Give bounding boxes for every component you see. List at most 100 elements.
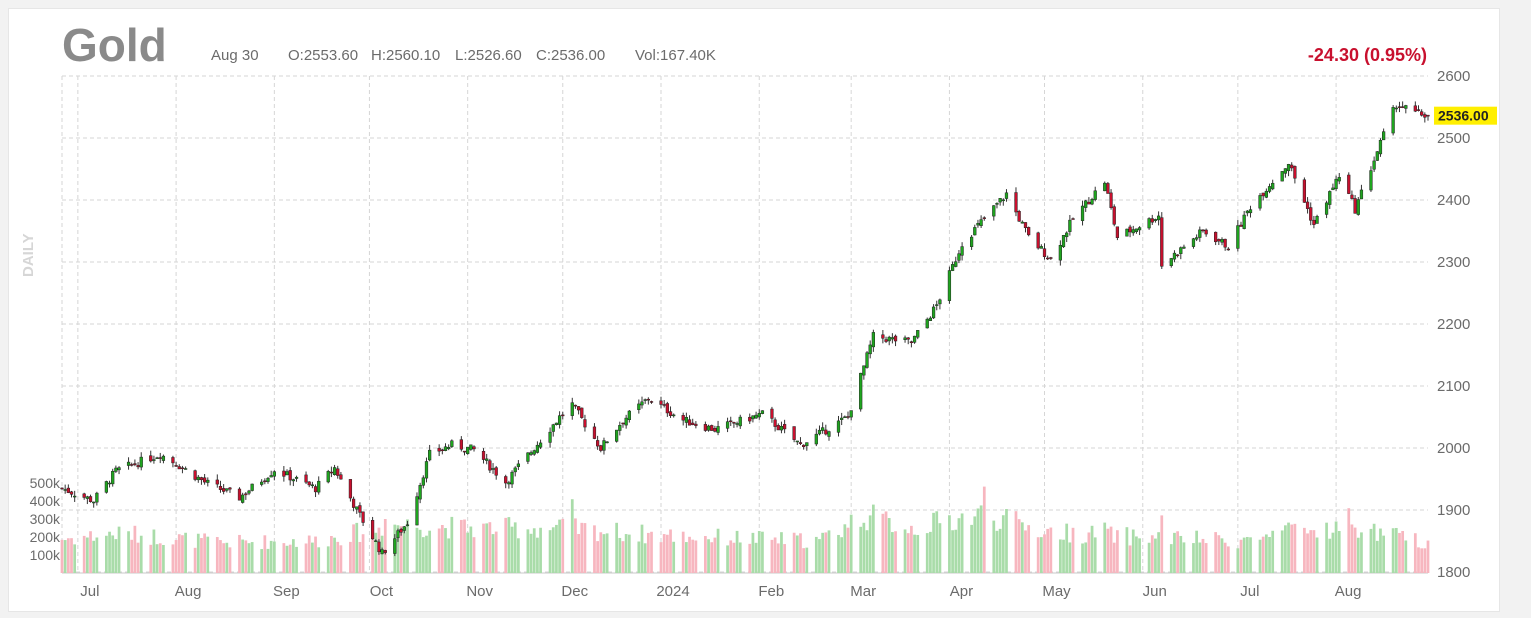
volume-bar [1325,522,1328,573]
volume-bar [399,526,403,573]
volume-bar [272,541,276,573]
candle-body [684,417,688,423]
volume-bar [665,534,669,573]
volume-bar [171,544,175,573]
volume-bar [1258,539,1262,573]
volume-bar [707,539,710,573]
volume-bar [203,533,206,573]
volume-bar [627,534,631,573]
candle-body [1201,229,1205,232]
candle-body [307,481,311,486]
candle-body [1369,170,1373,191]
volume-bar [1014,511,1018,573]
candle-body [1160,217,1164,267]
volume-bar [1280,530,1284,573]
volume-bar [704,536,707,573]
candle-body [1084,200,1088,208]
x-axis-label: Oct [370,583,394,600]
volume-bar [529,533,533,573]
volume-bar [776,543,780,573]
volume-bar [805,547,809,573]
candle-body [960,246,964,256]
price-tick-label: 2000 [1437,440,1470,457]
volume-bar [539,527,542,573]
volume-bar [1420,548,1424,573]
volume-bar [513,522,517,573]
candle-body [199,477,204,481]
candle-body [868,344,872,355]
volume-bar [1090,525,1094,573]
candle-body [396,530,400,539]
volume-bar [1293,523,1297,573]
candle-body [126,461,131,466]
candle-body [646,398,650,401]
symbol-title: Gold [62,19,167,71]
candle-body [1150,218,1154,223]
volume-bar [935,511,939,573]
volume-bar [960,513,964,573]
candle-body [294,476,299,479]
volume-bar [894,531,897,573]
volume-bar [181,535,184,573]
candle-body [1375,151,1379,161]
volume-bar [1150,535,1154,573]
volume-bar [951,530,954,573]
price-tick-label: 1900 [1437,502,1470,519]
candle-body [1087,201,1091,205]
candle-body [1271,182,1275,190]
volume-bar [792,532,796,573]
volume-bar [260,549,264,573]
candle-body [1397,106,1402,108]
candle-body [241,494,245,503]
volume-bar [1017,519,1021,573]
candle-body [130,464,134,466]
volume-bar [1423,548,1427,573]
volume-bar [621,541,625,573]
volume-bar [602,534,606,573]
volume-bar [925,533,929,573]
candle-body [836,420,841,433]
volume-bar [482,523,485,573]
volume-bar [1157,532,1160,573]
volume-bar [605,533,609,573]
candle-body [462,450,467,453]
price-tick-label: 2100 [1437,378,1470,395]
candle-body [1039,246,1043,249]
candle-body [570,402,574,416]
candle-body [1356,199,1360,215]
candle-body [488,460,492,471]
open-value: O:2553.60 [288,47,359,64]
candle-body [1134,228,1139,232]
candle-body [1261,192,1265,197]
volume-tick-label: 100k [30,547,61,563]
x-axis-label: Nov [466,583,493,600]
candle-body [374,540,378,543]
candle-body [1309,207,1313,221]
volume-bar [1062,539,1065,573]
volume-bar [906,533,910,573]
candle-body [840,417,844,420]
volume-bar [108,531,111,573]
candle-body [206,479,210,483]
candle-body [266,477,270,482]
candle-body [1331,187,1335,191]
volume-bar [871,504,875,573]
candle-body [909,341,914,344]
volume-bar [691,539,695,573]
volume-bar [1347,508,1351,573]
volume-bar [526,529,530,573]
volume-bar [66,538,70,573]
volume-bar [184,532,187,573]
candle-body [63,489,67,491]
candle-body [136,465,140,468]
volume-bar [314,536,317,573]
candle-body [710,425,714,431]
candle-body [1220,239,1224,243]
volume-bar [1201,538,1205,573]
candle-body [1195,237,1199,240]
volume-bar [1372,523,1376,573]
candle-body [716,426,720,433]
candle-body [1182,246,1186,249]
volume-bar [1404,540,1408,573]
